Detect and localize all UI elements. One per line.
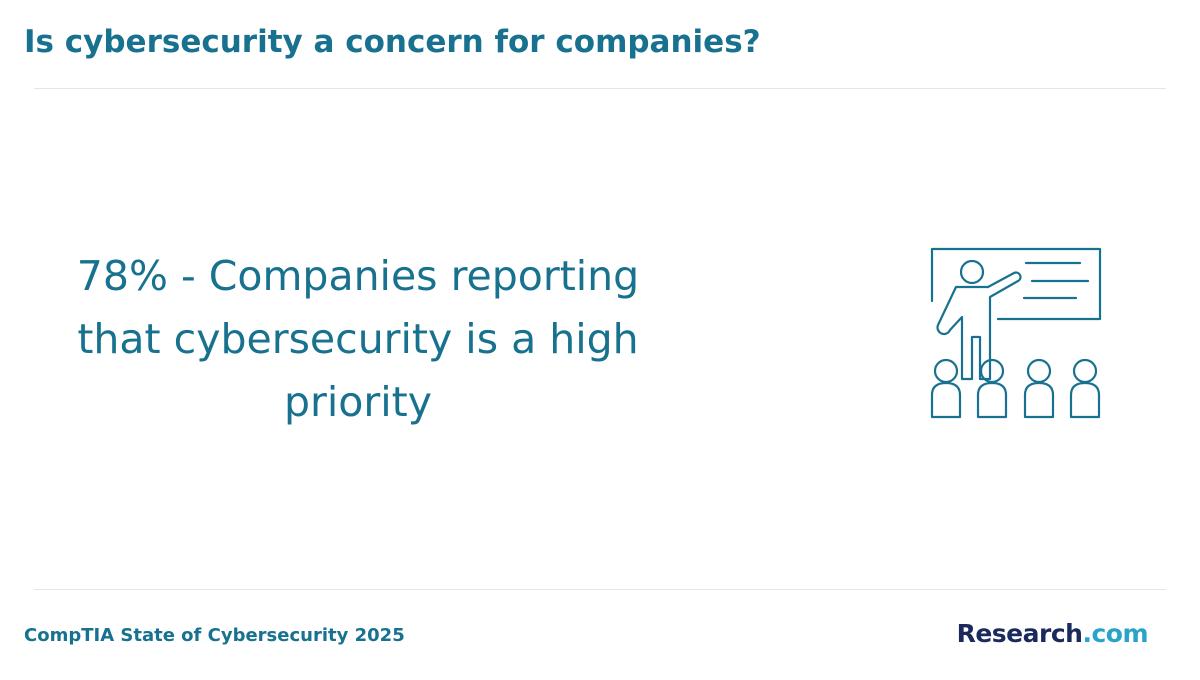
logo-text-com: .com bbox=[1082, 619, 1148, 648]
source-label: CompTIA State of Cybersecurity 2025 bbox=[24, 625, 405, 646]
presentation-classroom-icon bbox=[930, 247, 1102, 419]
header-divider bbox=[34, 88, 1166, 89]
research-com-logo[interactable]: Research.com bbox=[956, 619, 1149, 648]
page-title: Is cybersecurity a concern for companies… bbox=[24, 24, 761, 60]
footer-divider bbox=[34, 589, 1166, 590]
stat-text: 78% - Companies reporting that cybersecu… bbox=[76, 252, 640, 426]
logo-text-research: Research bbox=[956, 619, 1083, 648]
